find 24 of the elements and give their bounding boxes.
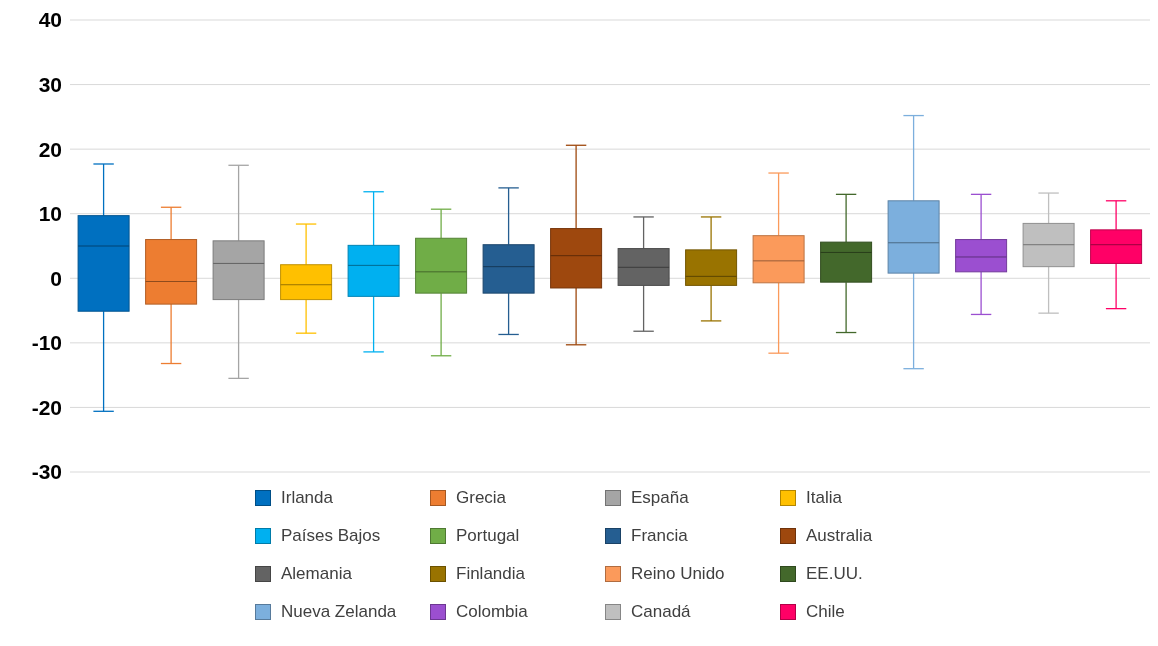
legend-label: Finlandia (456, 564, 525, 584)
legend-label: Nueva Zelanda (281, 602, 397, 622)
legend-label: Australia (806, 526, 873, 546)
legend-label: Irlanda (281, 488, 333, 508)
legend-label: España (631, 488, 689, 508)
legend-label: Países Bajos (281, 526, 381, 546)
y-tick-label: -20 (31, 395, 62, 419)
y-tick-label: 0 (50, 266, 62, 290)
legend-label: Chile (806, 602, 845, 622)
legend-label: Reino Unido (631, 564, 725, 584)
y-tick-label: 10 (38, 202, 62, 226)
legend-label: Alemania (281, 564, 352, 584)
y-tick-label: 20 (38, 137, 62, 161)
legend-label: EE.UU. (806, 564, 863, 584)
y-tick-label: 30 (38, 73, 62, 97)
y-tick-label: -10 (31, 331, 62, 355)
legend-label: Colombia (456, 602, 528, 622)
legend-label: Francia (631, 526, 688, 546)
y-tick-label: -30 (31, 460, 62, 484)
legend-label: Portugal (456, 526, 520, 546)
legend-label: Canadá (631, 602, 691, 622)
legend-label: Italia (806, 488, 842, 508)
legend-label: Grecia (456, 488, 507, 508)
y-tick-label: 40 (38, 8, 62, 32)
